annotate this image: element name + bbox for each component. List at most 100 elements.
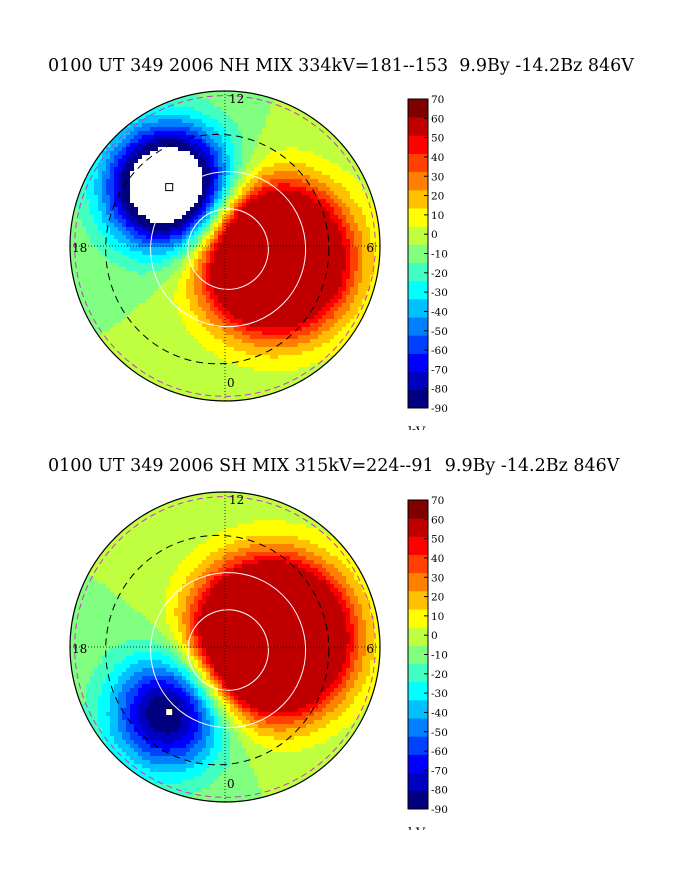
boundary-dashed	[105, 534, 330, 766]
latitude-circle	[150, 572, 307, 729]
outer-dashed	[74, 95, 376, 397]
colorbar-tick-label: 40	[431, 152, 444, 164]
colorbar-tick-label: -10	[431, 249, 448, 261]
colorbar-tick-label: 60	[431, 113, 444, 125]
polar-boundary	[69, 90, 381, 402]
colorbar-segment	[408, 790, 428, 810]
colorbar-segment	[408, 262, 428, 282]
sh-panel: 0100 UT 349 2006 SH MIX 315kV=224--91 9.…	[0, 400, 700, 830]
colorbar-segment	[408, 244, 428, 263]
colorbar-tick-label: 10	[431, 210, 444, 222]
colorbar-segment	[408, 500, 428, 519]
colorbar-segment	[408, 772, 428, 792]
nh-chart-title: 0100 UT 349 2006 NH MIX 334kV=181--153 9…	[48, 56, 634, 76]
dawn-label: 6	[366, 241, 374, 255]
colorbar-tick-label: -40	[431, 306, 448, 318]
colorbar-tick-label: -30	[431, 688, 448, 700]
colorbar-segment	[408, 590, 428, 610]
colorbar-tick-label: 30	[431, 572, 444, 584]
noon-label: 12	[229, 92, 244, 106]
colorbar-tick-label: -80	[431, 384, 448, 396]
colorbar: 70 60 50 40 30 20 10 0 -10 -20 -30 -40 -50 -60 -70 -80 -…	[407, 495, 448, 830]
colorbar-tick-label: 30	[431, 171, 444, 183]
colorbar-segment	[408, 153, 428, 173]
colorbar-unit: kV	[408, 826, 426, 830]
midnight-label: 0	[227, 376, 235, 390]
colorbar-tick-label: 20	[431, 592, 444, 604]
colorbar-segment	[408, 208, 428, 227]
colorbar-tick-label: 0	[431, 229, 438, 241]
colorbar-segment	[408, 645, 428, 664]
latitude-circle	[187, 208, 269, 290]
colorbar-segment	[408, 189, 428, 209]
colorbar-tick-label: -30	[431, 287, 448, 299]
colorbar-tick-label: -40	[431, 707, 448, 719]
colorbar-tick-label: -50	[431, 727, 448, 739]
minimum-marker	[165, 183, 174, 192]
colorbar-segment	[408, 317, 428, 336]
colorbar-tick-label: -50	[431, 326, 448, 338]
colorbar-tick-label: 40	[431, 553, 444, 565]
polar-boundary	[69, 491, 381, 803]
colorbar-segment	[408, 298, 428, 318]
colorbar-tick-label: -60	[431, 746, 448, 758]
colorbar-segment	[408, 135, 428, 154]
colorbar-unit: kV	[408, 425, 426, 430]
colorbar-tick-label: -20	[431, 669, 448, 681]
dawn-label: 6	[366, 642, 374, 656]
potential-field	[70, 492, 380, 802]
latitude-circle	[187, 609, 269, 691]
dusk-label: 18	[72, 241, 87, 255]
dusk-label: 18	[72, 642, 87, 656]
colorbar-segment	[408, 371, 428, 391]
colorbar-segment	[408, 117, 428, 136]
colorbar-segment	[408, 681, 428, 701]
colorbar: 70 60 50 40 30 20 10 0 -10 -20 -30 -40 -50 -60 -70 -80 -…	[407, 94, 448, 430]
midnight-label: 0	[227, 777, 235, 791]
colorbar-segment	[408, 699, 428, 719]
colorbar-tick-label: -80	[431, 785, 448, 797]
colorbar-segment	[408, 627, 428, 646]
colorbar-segment	[408, 171, 428, 191]
colorbar-segment	[408, 536, 428, 555]
colorbar-tick-label: -60	[431, 345, 448, 357]
colorbar-tick-label: 50	[431, 534, 444, 546]
grid-overlay	[70, 91, 380, 401]
colorbar-tick-label: -10	[431, 650, 448, 662]
colorbar-segment	[408, 335, 428, 354]
colorbar-segment	[408, 663, 428, 683]
colorbar-tick-label: 10	[431, 611, 444, 623]
colorbar-tick-label: -70	[431, 765, 448, 777]
colorbar-segment	[408, 736, 428, 755]
colorbar-segment	[408, 754, 428, 774]
colorbar-segment	[408, 353, 428, 373]
colorbar-tick-label: -90	[431, 403, 448, 415]
boundary-dashed	[105, 133, 330, 365]
colorbar-segment	[408, 718, 428, 737]
sh-chart-title: 0100 UT 349 2006 SH MIX 315kV=224--91 9.…	[48, 456, 620, 476]
colorbar-tick-label: -70	[431, 364, 448, 376]
latitude-circle	[150, 171, 307, 328]
colorbar-tick-label: 70	[431, 495, 444, 507]
colorbar-tick-label: -90	[431, 804, 448, 816]
colorbar-tick-label: 50	[431, 133, 444, 145]
minimum-marker	[165, 708, 174, 717]
grid-overlay	[70, 492, 380, 802]
colorbar-segment	[408, 518, 428, 537]
colorbar-segment	[408, 226, 428, 245]
colorbar-tick-label: 60	[431, 514, 444, 526]
colorbar-segment	[408, 554, 428, 574]
colorbar-segment	[408, 280, 428, 300]
nh-panel: 0100 UT 349 2006 NH MIX 334kV=181--153 9…	[0, 0, 700, 430]
noon-label: 12	[229, 493, 244, 507]
colorbar-segment	[408, 609, 428, 628]
colorbar-tick-label: 70	[431, 94, 444, 106]
outer-dashed	[74, 496, 376, 798]
colorbar-segment	[408, 389, 428, 409]
colorbar-tick-label: 0	[431, 630, 438, 642]
colorbar-segment	[408, 572, 428, 592]
colorbar-tick-label: -20	[431, 268, 448, 280]
colorbar-segment	[408, 99, 428, 118]
